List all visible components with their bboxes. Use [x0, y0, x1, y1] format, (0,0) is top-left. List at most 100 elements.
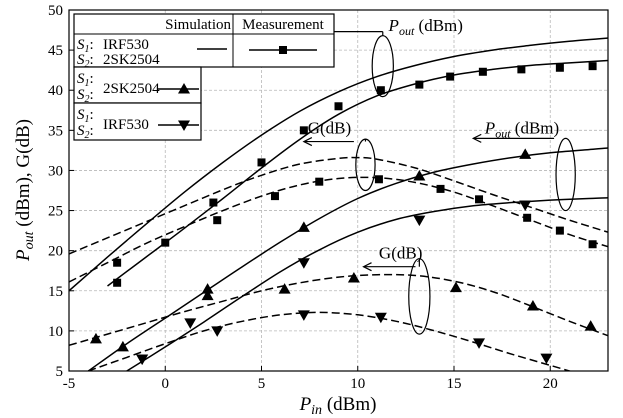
- gain-curve-5: [69, 176, 608, 283]
- measurement-marker-triangle-up: [116, 340, 129, 352]
- legend-row-device: 2SK2504: [103, 81, 160, 97]
- annotation-arrowhead: [362, 262, 372, 272]
- legend-marker-square: [279, 46, 287, 54]
- plot-frame: [68, 9, 609, 372]
- annotation-arrowhead: [471, 133, 482, 143]
- annotation-label-pout: Pout (dBm): [484, 119, 559, 141]
- legend-main-box: [73, 13, 335, 68]
- measurement-marker-square: [415, 80, 424, 89]
- y-tick-label: 20: [48, 244, 63, 260]
- annotation-arrowhead: [302, 137, 313, 147]
- legend-row-s1: S1:: [77, 71, 94, 89]
- annotation-label-pout: Pout (dBm): [388, 16, 463, 38]
- measurement-marker-square: [209, 198, 218, 207]
- measurement-marker-triangle-up: [89, 332, 102, 344]
- measurement-marker-triangle-down: [540, 353, 553, 365]
- legend-row-device-s2: 2SK2504: [103, 52, 160, 68]
- simulation-curves: [69, 37, 608, 371]
- measurement-marker-triangle-down: [473, 338, 486, 349]
- measurement-marker-triangle-down: [136, 354, 149, 365]
- pout-curve-2: [87, 147, 608, 371]
- measurement-marker-triangle-down: [297, 258, 310, 269]
- annotation-label-g: G(dB): [379, 244, 422, 263]
- y-tick-label: 45: [48, 43, 63, 59]
- measurement-marker-square: [213, 216, 222, 225]
- measurement-marker-square: [374, 175, 383, 184]
- x-tick-label: -5: [63, 376, 76, 392]
- measurement-marker-square: [113, 278, 122, 287]
- legend-marker-triangle-up: [178, 83, 190, 94]
- measurement-marker-triangle-up: [526, 300, 539, 311]
- measurement-marker-triangle-up: [297, 221, 310, 232]
- measurement-marker-square: [555, 226, 564, 235]
- measurement-marker-square: [517, 65, 526, 74]
- measurement-marker-square: [161, 238, 170, 247]
- annotation-ellipse: [555, 137, 576, 212]
- measurement-marker-triangle-up: [201, 283, 214, 294]
- gain-curve-7: [88, 311, 573, 371]
- legend-row-s2: S2:: [77, 87, 94, 105]
- y-tick-label: 10: [48, 324, 63, 340]
- x-label-sub: in: [311, 403, 322, 418]
- measurement-marker-triangle-up: [278, 283, 291, 294]
- legend-header-simulation: Simulation: [165, 17, 231, 33]
- y-tick-label: 15: [48, 284, 63, 300]
- measurement-marker-square: [523, 213, 532, 222]
- measurement-marker-square: [436, 184, 445, 193]
- measurement-marker-square: [475, 195, 484, 204]
- measurement-marker-square: [588, 240, 597, 249]
- measurement-marker-square: [334, 102, 343, 111]
- measurement-marker-triangle-down: [374, 312, 387, 324]
- y-label-main: P: [13, 249, 34, 262]
- x-label-main: P: [299, 394, 312, 415]
- y-tick-label: 35: [48, 123, 63, 139]
- legend-row-s2: S2:: [77, 123, 94, 141]
- measurement-marker-triangle-up: [413, 170, 426, 181]
- measurement-marker-triangle-up: [519, 148, 532, 159]
- legend-row-s1: S1:: [77, 107, 94, 125]
- x-tick-label: 20: [543, 376, 558, 392]
- measurement-marker-square: [478, 67, 487, 76]
- y-axis-label: Pout (dBm), G(dB): [13, 119, 37, 262]
- annotation-label-g: G(dB): [308, 119, 351, 138]
- measurement-marker-triangle-down: [184, 318, 197, 329]
- legend-row2-box: [73, 66, 202, 104]
- pout-curve-0: [69, 37, 608, 292]
- x-tick-label: 10: [350, 376, 365, 392]
- annotations: Pout (dBm) G(dB) Pout (dBm) G(dB): [302, 16, 576, 335]
- legend-row-s2: S2:: [77, 52, 94, 70]
- legend: Simulation MeasurementS1:S2:IRF5302SK2504…: [73, 13, 335, 141]
- axis-ticks: -5 0 5 10 15 20 5 10 15 20 25 30 35 40 45 50: [48, 3, 558, 392]
- measurement-markers: [89, 62, 597, 365]
- measurement-marker-triangle-down: [297, 310, 310, 321]
- legend-row-device: IRF530: [103, 117, 149, 133]
- measurement-marker-triangle-down: [519, 200, 532, 211]
- measurement-marker-square: [446, 72, 455, 81]
- x-label-unit: (dBm): [322, 394, 376, 415]
- y-tick-label: 50: [48, 3, 63, 19]
- measurement-marker-triangle-up: [449, 281, 462, 293]
- measurement-marker-triangle-up: [347, 271, 360, 283]
- measurement-marker-square: [270, 192, 279, 201]
- x-tick-label: 5: [258, 376, 266, 392]
- measurement-marker-square: [376, 86, 385, 95]
- gain-curve-6: [69, 273, 608, 347]
- y-tick-label: 40: [48, 83, 63, 99]
- measurement-marker-triangle-down: [211, 326, 224, 337]
- measurement-marker-square: [257, 158, 266, 167]
- legend-row-s1: S1:: [77, 37, 94, 55]
- pout-curve-3: [126, 196, 608, 371]
- measurement-marker-square: [113, 258, 122, 267]
- x-tick-label: 0: [162, 376, 170, 392]
- measurement-marker-square: [315, 177, 324, 186]
- measurement-marker-triangle-down: [413, 215, 426, 227]
- measurement-marker-triangle-up: [584, 320, 597, 331]
- y-tick-label: 30: [48, 163, 63, 179]
- measurement-marker-square: [588, 62, 597, 71]
- y-tick-label: 5: [56, 364, 64, 380]
- measurement-marker-square: [555, 63, 564, 72]
- y-tick-label: 25: [48, 204, 63, 220]
- measurement-marker-square: [299, 126, 308, 135]
- measurement-marker-triangle-up: [201, 289, 214, 301]
